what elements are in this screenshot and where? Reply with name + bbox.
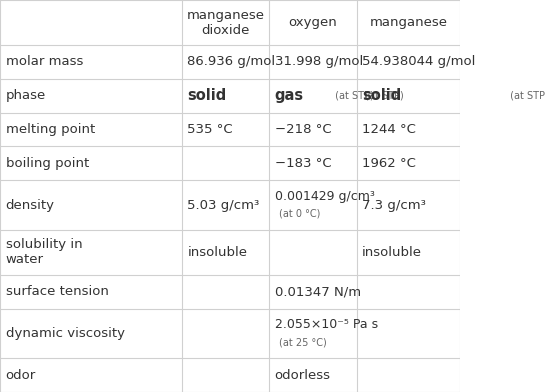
Text: 5.03 g/cm³: 5.03 g/cm³ (187, 198, 259, 212)
Text: 1244 °C: 1244 °C (362, 123, 416, 136)
Text: insoluble: insoluble (362, 246, 422, 259)
Text: 535 °C: 535 °C (187, 123, 233, 136)
Text: manganese
dioxide: manganese dioxide (186, 9, 264, 36)
Text: (at STP): (at STP) (362, 91, 403, 101)
Text: 86.936 g/mol: 86.936 g/mol (187, 55, 275, 69)
Text: 0.001429 g/cm³: 0.001429 g/cm³ (275, 190, 374, 203)
Text: (at STP): (at STP) (332, 91, 374, 101)
Text: (at STP): (at STP) (507, 91, 545, 101)
Text: odorless: odorless (275, 368, 331, 381)
Text: gas: gas (275, 88, 304, 103)
Text: surface tension: surface tension (5, 285, 108, 298)
Text: 1962 °C: 1962 °C (362, 157, 416, 170)
Text: 2.055×10⁻⁵ Pa s: 2.055×10⁻⁵ Pa s (275, 318, 378, 331)
Text: odor: odor (5, 368, 36, 381)
Text: −183 °C: −183 °C (275, 157, 331, 170)
Text: −218 °C: −218 °C (275, 123, 331, 136)
Text: solubility in
water: solubility in water (5, 238, 82, 266)
Text: phase: phase (5, 89, 46, 102)
Text: (at 25 °C): (at 25 °C) (280, 337, 327, 347)
Text: 31.998 g/mol: 31.998 g/mol (275, 55, 363, 69)
Text: insoluble: insoluble (187, 246, 247, 259)
Text: solid: solid (187, 88, 227, 103)
Text: melting point: melting point (5, 123, 95, 136)
Text: solid: solid (362, 88, 402, 103)
Text: density: density (5, 198, 55, 212)
Text: manganese: manganese (370, 16, 447, 29)
Text: molar mass: molar mass (5, 55, 83, 69)
Text: oxygen: oxygen (288, 16, 337, 29)
Text: 54.938044 g/mol: 54.938044 g/mol (362, 55, 476, 69)
Text: boiling point: boiling point (5, 157, 89, 170)
Text: 7.3 g/cm³: 7.3 g/cm³ (362, 198, 426, 212)
Text: 0.01347 N/m: 0.01347 N/m (275, 285, 361, 298)
Text: (at 0 °C): (at 0 °C) (280, 209, 320, 219)
Text: dynamic viscosity: dynamic viscosity (5, 327, 124, 340)
